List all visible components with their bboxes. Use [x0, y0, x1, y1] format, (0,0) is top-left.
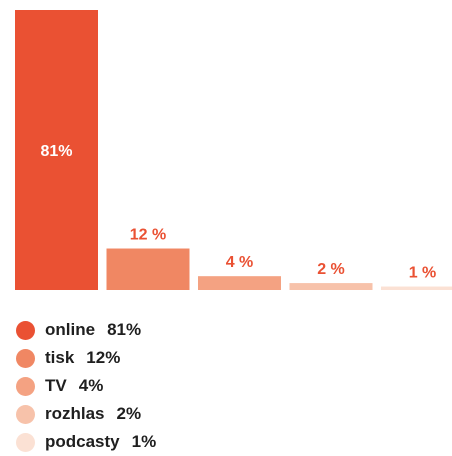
- bar-label-rozhlas: 2 %: [317, 261, 345, 278]
- bar-TV: [198, 276, 281, 290]
- legend-item-tisk: tisk 12%: [16, 344, 156, 372]
- legend-label: online: [45, 320, 96, 339]
- legend-label: podcasty: [45, 432, 120, 451]
- legend-item-rozhlas: rozhlas 2%: [16, 400, 156, 428]
- legend: online 81% tisk 12% TV 4% rozhlas 2% pod…: [16, 316, 156, 456]
- legend-value: 12%: [86, 348, 121, 367]
- bar-rozhlas: [289, 283, 373, 290]
- legend-item-podcasty: podcasty 1%: [16, 428, 156, 456]
- legend-swatch-tisk: [16, 348, 35, 368]
- bar-label-online: 81%: [40, 143, 72, 160]
- bar-chart: 81% 12 % 4 % 2 % 1 %: [15, 10, 452, 290]
- legend-label: tisk: [45, 348, 75, 367]
- legend-swatch-tv: [16, 376, 35, 396]
- legend-value: 81%: [107, 320, 142, 339]
- bar-online: [15, 10, 98, 290]
- legend-item-tv: TV 4%: [16, 372, 156, 400]
- bar-label-tisk: 12 %: [130, 227, 166, 244]
- legend-swatch-online: [16, 320, 35, 340]
- legend-swatch-podcasty: [16, 432, 35, 452]
- bar-tisk: [106, 248, 190, 290]
- legend-value: 1%: [131, 432, 157, 451]
- legend-value: 4%: [78, 376, 104, 395]
- bar-label-TV: 4 %: [226, 254, 254, 271]
- legend-label: rozhlas: [45, 404, 105, 423]
- legend-swatch-rozhlas: [16, 404, 35, 424]
- legend-label: TV: [45, 376, 67, 395]
- bar-label-podcasty: 1 %: [409, 265, 437, 282]
- bar-podcasty: [381, 286, 452, 290]
- legend-value: 2%: [116, 404, 142, 423]
- legend-item-online: online 81%: [16, 316, 156, 344]
